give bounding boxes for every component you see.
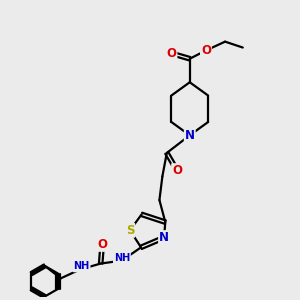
Text: O: O [167,47,176,60]
Text: O: O [172,164,182,177]
Text: NH: NH [74,262,90,272]
Text: S: S [126,224,134,237]
Text: N: N [185,129,195,142]
Text: O: O [201,44,211,57]
Text: NH: NH [114,253,130,263]
Text: O: O [97,238,107,251]
Text: N: N [159,231,169,244]
